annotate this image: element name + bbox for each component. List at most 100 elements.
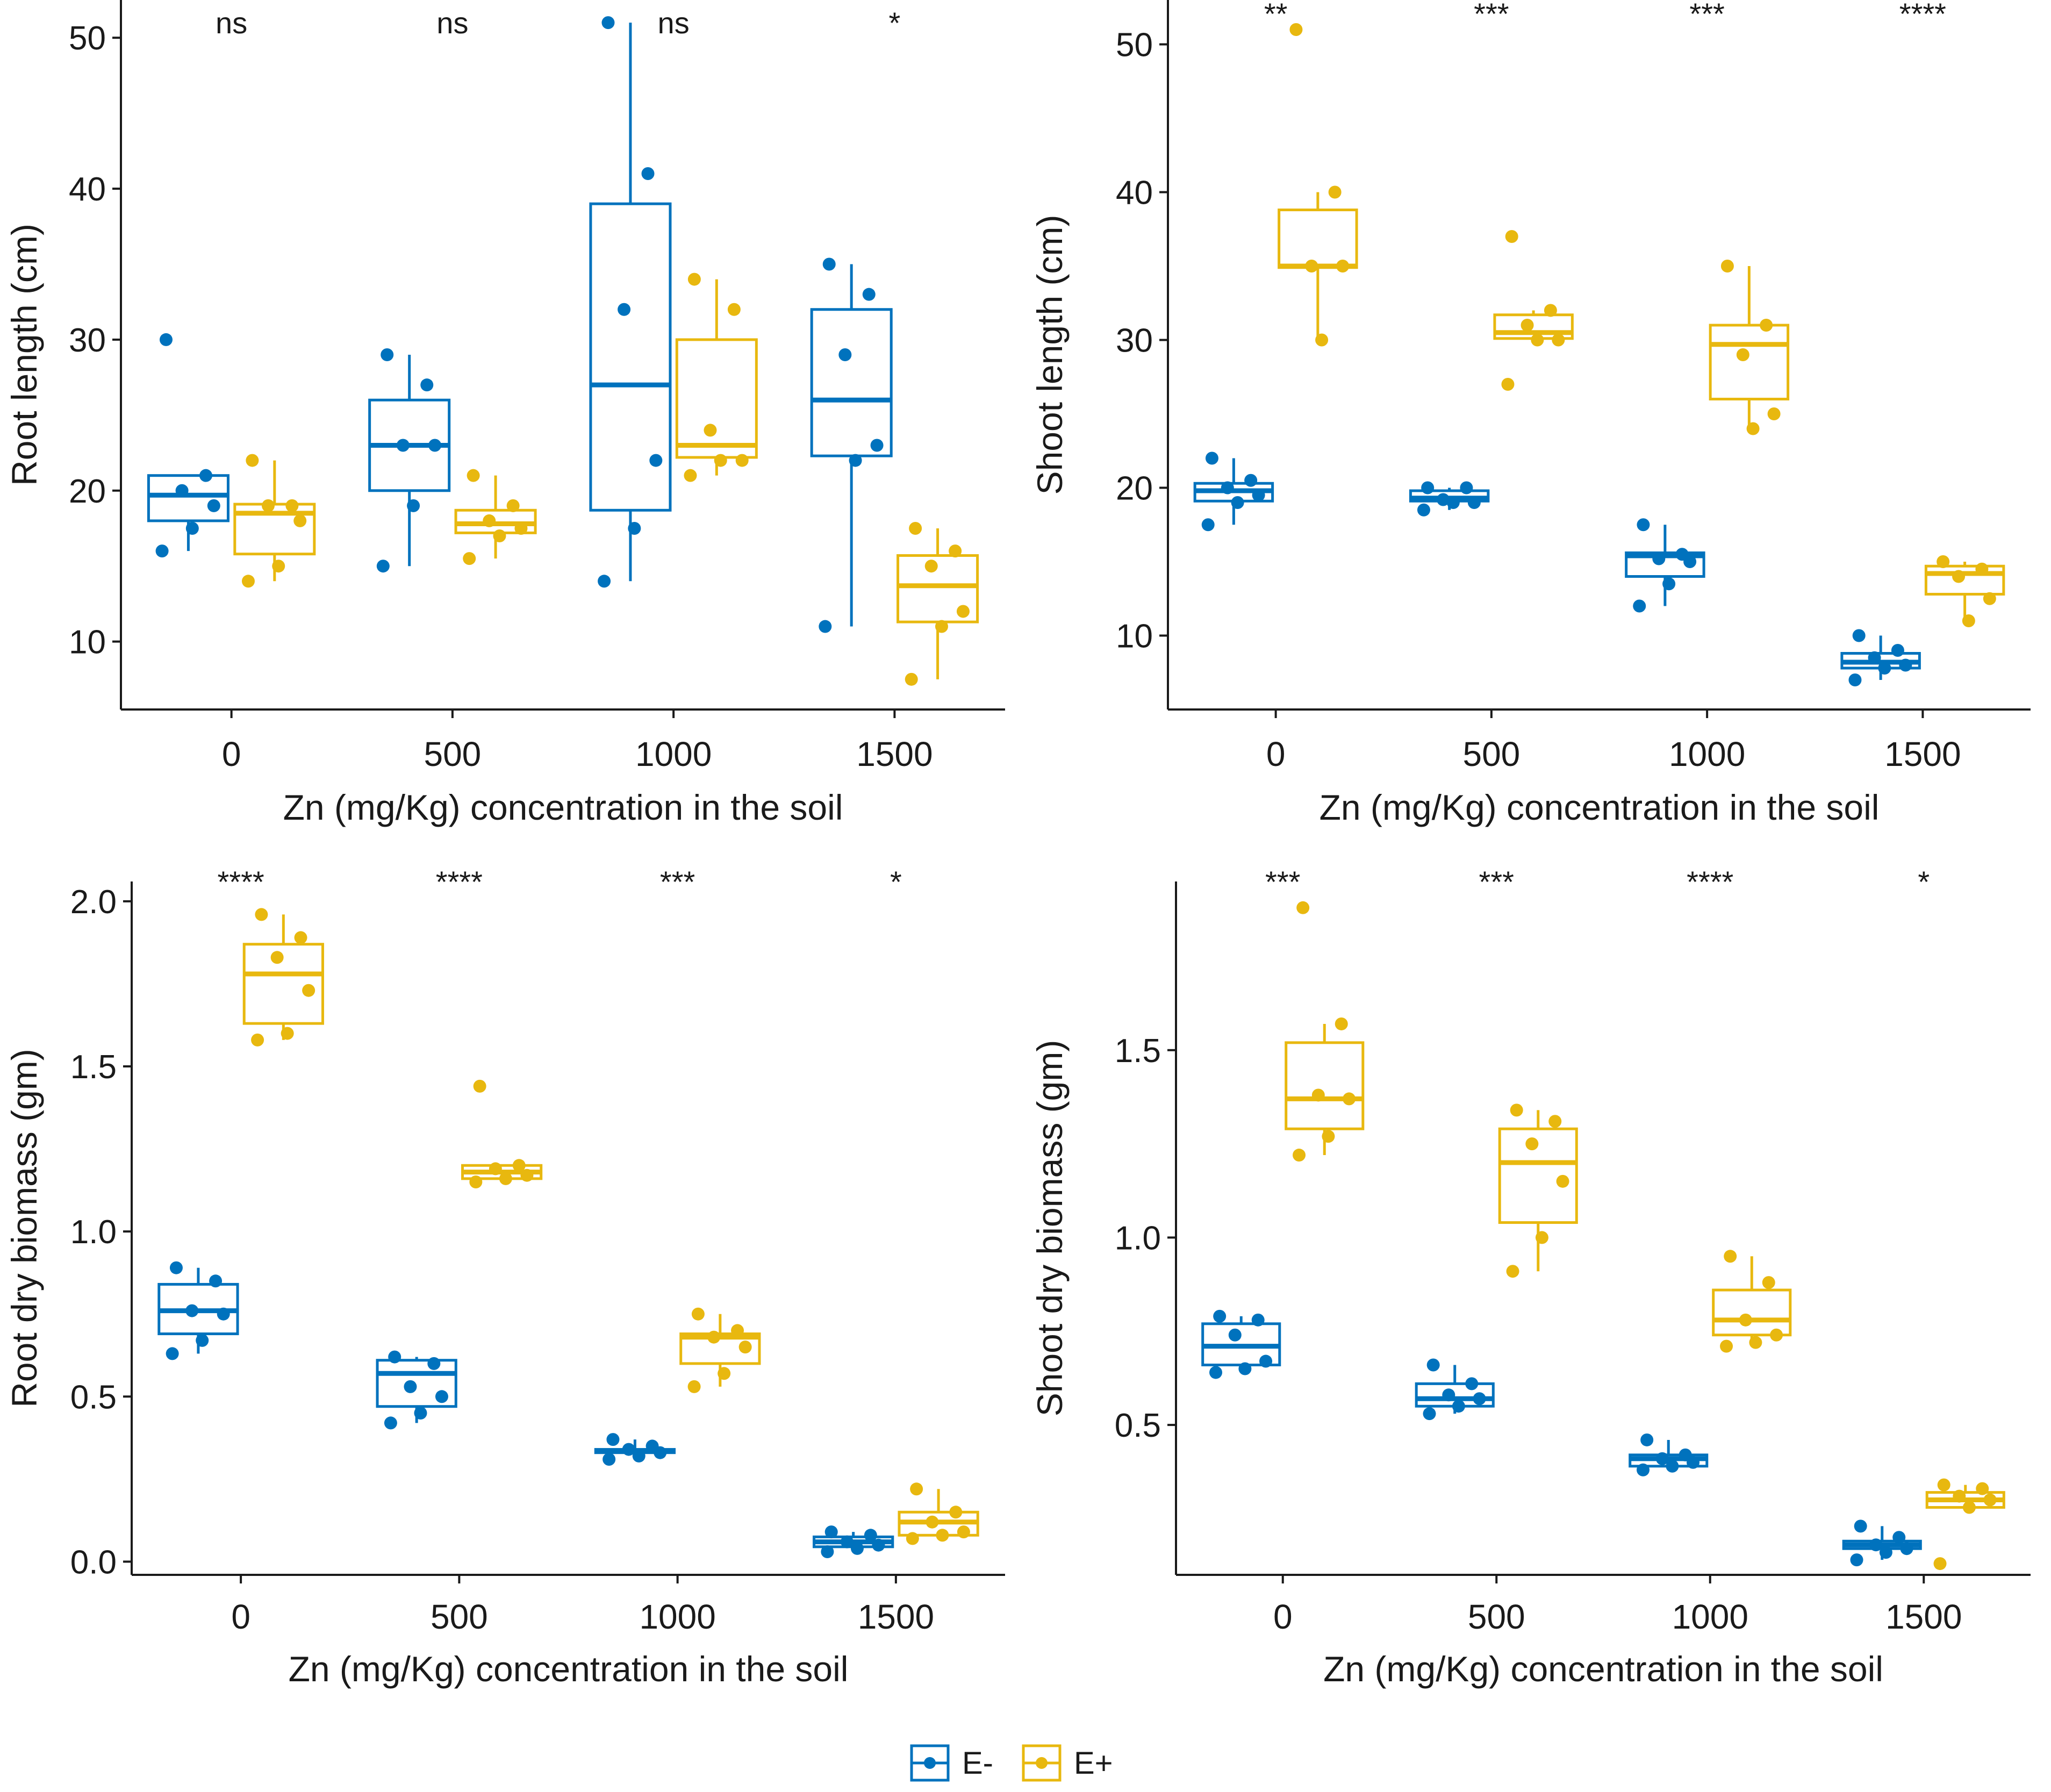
y-tick-label: 1.0 bbox=[70, 1214, 117, 1251]
box-e-plus-0 bbox=[242, 908, 324, 1046]
legend-label-e-minus: E- bbox=[962, 1745, 993, 1781]
data-point bbox=[384, 1416, 397, 1430]
data-point bbox=[302, 984, 315, 997]
box-e-plus-1000 bbox=[675, 273, 758, 482]
data-point bbox=[241, 575, 255, 588]
y-tick-label: 20 bbox=[69, 473, 106, 510]
box-e-minus-1000 bbox=[1629, 1433, 1709, 1476]
data-point bbox=[1251, 1313, 1265, 1327]
data-point bbox=[381, 348, 394, 361]
data-point bbox=[957, 1525, 970, 1539]
x-tick-label: 500 bbox=[431, 1597, 488, 1636]
data-point bbox=[1259, 1354, 1273, 1368]
data-point bbox=[376, 560, 390, 573]
data-point bbox=[838, 348, 852, 361]
data-point bbox=[1315, 333, 1329, 347]
data-point bbox=[261, 499, 275, 512]
box-iqr bbox=[147, 474, 230, 522]
data-point bbox=[294, 931, 307, 944]
data-point bbox=[1899, 658, 1912, 672]
significance-label: *** bbox=[1479, 865, 1514, 899]
data-point bbox=[641, 167, 655, 180]
y-tick-label: 40 bbox=[69, 171, 106, 208]
data-point bbox=[1720, 260, 1734, 273]
data-point bbox=[1465, 1377, 1479, 1390]
x-tick-label: 0 bbox=[1266, 735, 1286, 773]
significance-label: *** bbox=[1474, 0, 1509, 31]
box-e-plus-0 bbox=[1285, 901, 1365, 1162]
data-point bbox=[654, 1446, 667, 1459]
data-point bbox=[628, 521, 641, 535]
data-point bbox=[1683, 555, 1697, 568]
data-point bbox=[1544, 304, 1557, 317]
data-point bbox=[1437, 493, 1450, 506]
y-tick-label: 30 bbox=[69, 322, 106, 359]
box-e-minus-500 bbox=[376, 1350, 457, 1430]
box-e-minus-500 bbox=[1415, 1358, 1495, 1421]
box-e-plus-1500 bbox=[897, 521, 979, 686]
x-axis-title: Zn (mg/Kg) concentration in the soil bbox=[289, 1649, 849, 1689]
data-point bbox=[1767, 407, 1781, 420]
x-axis-title: Zn (mg/Kg) concentration in the soil bbox=[283, 787, 843, 827]
data-point bbox=[1879, 1546, 1892, 1559]
data-point bbox=[1652, 552, 1666, 565]
data-point bbox=[1900, 1542, 1913, 1556]
data-point bbox=[926, 1515, 939, 1529]
data-point bbox=[506, 499, 520, 512]
data-point bbox=[1525, 1137, 1539, 1151]
data-point bbox=[388, 1350, 401, 1364]
data-point bbox=[949, 1506, 963, 1519]
data-point bbox=[1850, 1553, 1863, 1567]
y-tick-label: 50 bbox=[69, 20, 106, 57]
box-e-minus-1000 bbox=[1625, 518, 1705, 613]
box-iqr bbox=[810, 308, 893, 457]
box-e-plus-0 bbox=[1278, 23, 1358, 347]
significance-label: **** bbox=[436, 865, 483, 899]
box-e-plus-1500 bbox=[1924, 555, 2005, 627]
data-point bbox=[512, 1159, 526, 1172]
y-tick-label: 20 bbox=[1116, 470, 1153, 507]
data-point bbox=[1228, 1328, 1242, 1342]
data-point bbox=[1501, 378, 1515, 391]
data-point bbox=[822, 257, 836, 271]
box-e-minus-500 bbox=[368, 348, 451, 573]
data-point bbox=[414, 1407, 427, 1420]
data-point bbox=[738, 1341, 752, 1354]
data-point bbox=[1510, 1103, 1523, 1117]
data-point bbox=[1446, 496, 1460, 509]
box-e-minus-0 bbox=[147, 333, 230, 558]
data-point bbox=[1655, 1452, 1669, 1465]
data-point bbox=[1637, 1463, 1650, 1476]
root-dry-biomass-chart: 0.0 0.5 1.0 1.5 2.0 0 **** 500 **** 1000 *** 1500 * Z… bbox=[4, 865, 1005, 1689]
box-iqr bbox=[1924, 564, 2005, 596]
data-point bbox=[1201, 518, 1215, 532]
y-axis-title: Root dry biomass (gm) bbox=[4, 1049, 44, 1408]
data-point bbox=[936, 1529, 949, 1542]
data-point bbox=[463, 552, 476, 565]
y-tick-label: 1.0 bbox=[1115, 1220, 1161, 1257]
y-tick-label: 1.5 bbox=[70, 1049, 117, 1086]
box-e-minus-1500 bbox=[1840, 629, 1921, 686]
data-point bbox=[872, 1538, 885, 1552]
data-point bbox=[924, 560, 938, 573]
data-point bbox=[1535, 1231, 1548, 1244]
y-axis-title: Shoot length (cm) bbox=[1030, 215, 1070, 495]
x-tick-label: 0 bbox=[222, 735, 241, 773]
x-tick-label: 1500 bbox=[856, 735, 933, 773]
y-tick-label: 1.5 bbox=[1115, 1033, 1161, 1070]
box-e-minus-0 bbox=[1193, 451, 1274, 532]
data-point bbox=[1423, 1407, 1436, 1421]
x-tick-label: 500 bbox=[1462, 735, 1520, 773]
y-axis-title: Shoot dry biomass (gm) bbox=[1030, 1040, 1070, 1417]
data-point bbox=[1426, 1358, 1440, 1372]
data-point bbox=[1238, 1362, 1252, 1375]
data-point bbox=[1869, 1538, 1883, 1552]
y-tick-label: 10 bbox=[1116, 618, 1153, 655]
data-point bbox=[910, 1482, 923, 1496]
data-point bbox=[905, 672, 918, 686]
x-tick-label: 0 bbox=[231, 1597, 250, 1636]
data-point bbox=[1556, 1174, 1569, 1188]
significance-label: ** bbox=[1264, 0, 1288, 31]
